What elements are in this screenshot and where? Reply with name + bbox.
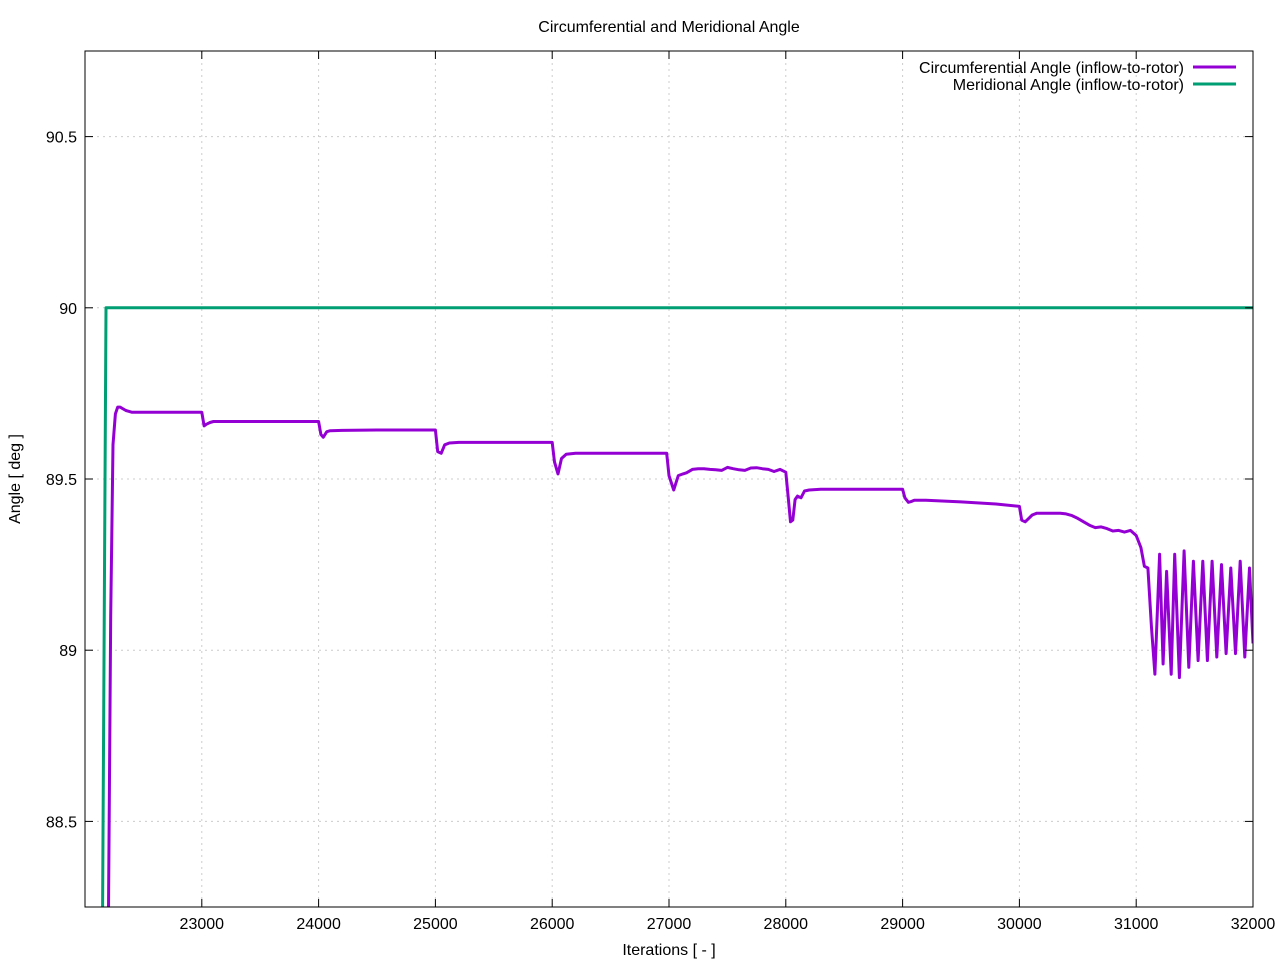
x-tick-label: 32000	[1231, 916, 1276, 933]
y-axis: 88.5 89 89.5 90 90.5	[46, 130, 1253, 831]
chart-title: Circumferential and Meridional Angle	[538, 19, 800, 36]
x-tick-label: 24000	[296, 916, 341, 933]
legend-label: Circumferential Angle (inflow-to-rotor)	[919, 60, 1184, 77]
x-tick-label: 29000	[880, 916, 925, 933]
series-line-meridional	[101, 306, 1253, 907]
y-tick-label: 90.5	[46, 130, 77, 147]
x-tick-label: 31000	[1114, 916, 1159, 933]
x-tick-label: 23000	[180, 916, 225, 933]
y-tick-label: 90	[59, 301, 77, 318]
x-tick-label: 30000	[997, 916, 1042, 933]
x-axis: 23000 24000 25000 26000 27000 28000 29000 30000…	[180, 51, 1276, 933]
series-line-circumferential	[107, 405, 1253, 907]
y-tick-label: 88.5	[46, 814, 77, 831]
y-axis-label: Angle [ deg ]	[7, 434, 24, 524]
x-tick-label: 27000	[647, 916, 692, 933]
legend: Circumferential Angle (inflow-to-rotor)M…	[919, 60, 1236, 94]
legend-label: Meridional Angle (inflow-to-rotor)	[953, 77, 1184, 94]
x-tick-label: 25000	[413, 916, 458, 933]
x-axis-label: Iterations [ - ]	[622, 942, 715, 959]
series-layer	[101, 306, 1253, 907]
x-tick-label: 28000	[764, 916, 809, 933]
y-tick-label: 89.5	[46, 472, 77, 489]
y-tick-label: 89	[59, 643, 77, 660]
x-tick-label: 26000	[530, 916, 575, 933]
